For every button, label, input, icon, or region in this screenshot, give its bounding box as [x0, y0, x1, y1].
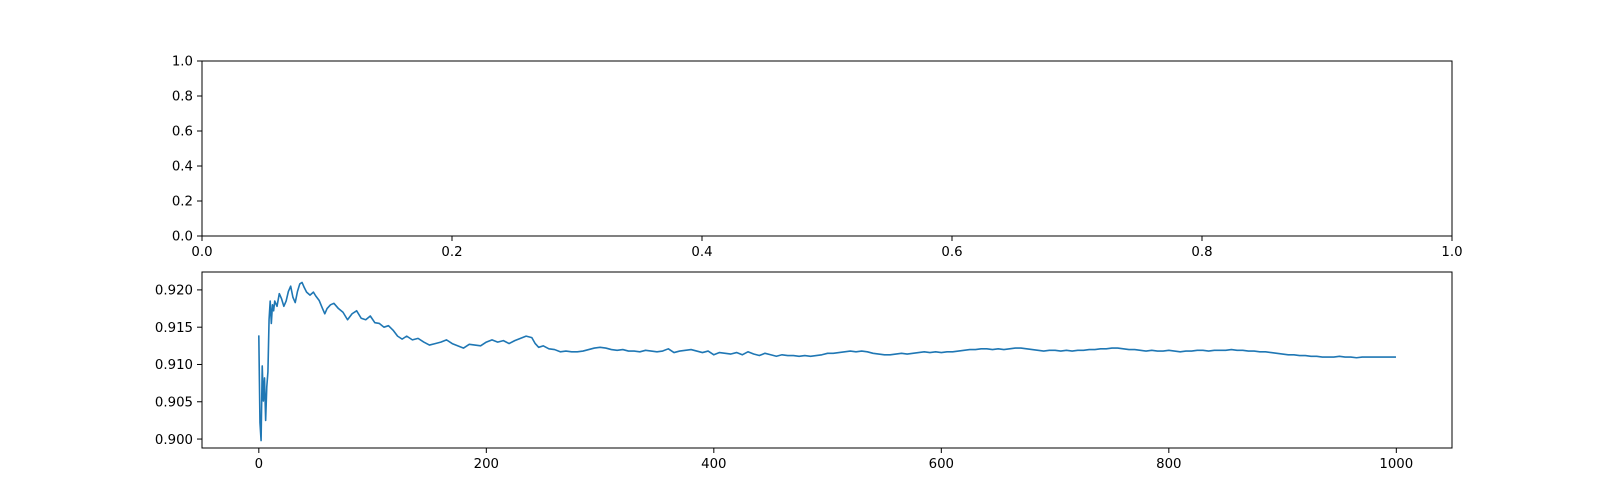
- x-tick-label: 0: [255, 457, 263, 472]
- x-tick-label: 1.0: [1441, 245, 1462, 260]
- y-tick-label: 0.905: [155, 395, 193, 410]
- x-tick-label: 200: [474, 457, 499, 472]
- y-tick-label: 0.910: [155, 358, 193, 373]
- x-tick-label: 0.0: [191, 245, 212, 260]
- y-tick-label: 0.8: [172, 90, 193, 105]
- y-tick-label: 1.0: [172, 55, 193, 70]
- x-tick-label: 400: [701, 457, 726, 472]
- y-tick-label: 0.2: [172, 195, 193, 210]
- x-tick-label: 0.6: [941, 245, 962, 260]
- top-plot-panel: 0.0 0.2 0.4 0.6 0.8 1.0 0.0 0.2 0.4 0.6 0.8 1.0: [172, 55, 1463, 260]
- x-tick-label: 600: [929, 457, 954, 472]
- y-tick-label: 0.920: [155, 284, 193, 299]
- y-tick-label: 0.6: [172, 125, 193, 140]
- bottom-plot-panel: 0 200 400 600 800 1000 0.900 0.905 0.910 0.915 0.9…: [155, 271, 1453, 472]
- x-tick-label: 1000: [1379, 457, 1413, 472]
- y-tick-label: 0.4: [172, 160, 193, 175]
- y-tick-label: 0.915: [155, 321, 193, 336]
- y-tick-label: 0.0: [172, 230, 193, 245]
- x-tick-label: 0.4: [691, 245, 712, 260]
- x-tick-label: 800: [1156, 457, 1181, 472]
- axes-frame: [201, 271, 1453, 449]
- axes-frame: [201, 60, 1453, 237]
- series-line-0: [258, 281, 1396, 442]
- y-tick-label: 0.900: [155, 433, 193, 448]
- x-tick-label: 0.2: [441, 245, 462, 260]
- x-tick-label: 0.8: [1191, 245, 1212, 260]
